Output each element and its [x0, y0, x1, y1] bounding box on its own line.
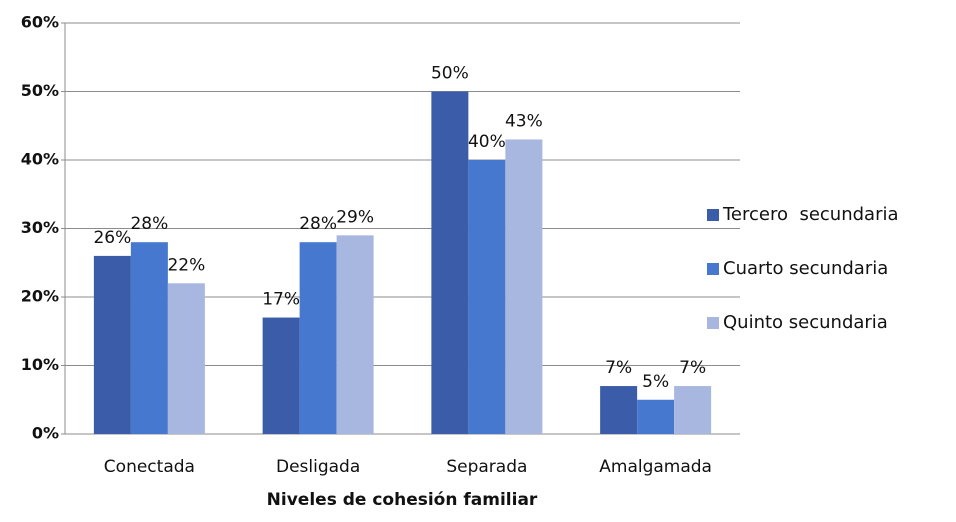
bar [299, 242, 337, 434]
y-tick-label: 40% [21, 150, 59, 169]
x-tick-label: Separada [446, 457, 527, 477]
value-label: 28% [130, 214, 168, 234]
y-tick-label: 10% [21, 355, 59, 374]
bar [167, 283, 205, 434]
value-label: 22% [167, 255, 205, 275]
legend-label: Tercero secundaria [722, 204, 899, 225]
x-axis-title: Niveles de cohesión familiar [267, 490, 538, 510]
y-tick-label: 60% [21, 13, 59, 32]
value-label: 28% [299, 214, 337, 234]
bar [468, 160, 506, 434]
bar [637, 399, 675, 434]
y-tick-label: 20% [21, 287, 59, 306]
value-label: 17% [262, 290, 300, 310]
value-label: 40% [468, 132, 506, 152]
bar [674, 386, 712, 434]
bar [431, 91, 469, 434]
x-tick-label: Conectada [104, 457, 195, 477]
value-label: 7% [605, 358, 632, 378]
y-tick-label: 0% [32, 424, 59, 443]
value-label: 43% [505, 111, 543, 131]
y-tick-label: 30% [21, 218, 59, 237]
x-tick-label: Desligada [276, 457, 360, 477]
value-label: 29% [336, 207, 374, 227]
legend-swatch [707, 263, 719, 275]
value-label: 7% [679, 358, 706, 378]
legend-swatch [707, 317, 719, 329]
bar [600, 386, 638, 434]
y-tick-label: 50% [21, 81, 59, 100]
bar [93, 255, 131, 434]
bar [130, 242, 168, 434]
legend-swatch [707, 209, 719, 221]
bar [336, 235, 374, 434]
x-tick-label: Amalgamada [599, 457, 712, 477]
value-label: 50% [431, 64, 469, 84]
bar [262, 317, 300, 434]
value-label: 26% [93, 228, 131, 248]
value-label: 5% [642, 372, 669, 392]
legend-label: Cuarto secundaria [723, 258, 888, 279]
legend-label: Quinto secundaria [723, 312, 888, 333]
bar [505, 139, 543, 434]
